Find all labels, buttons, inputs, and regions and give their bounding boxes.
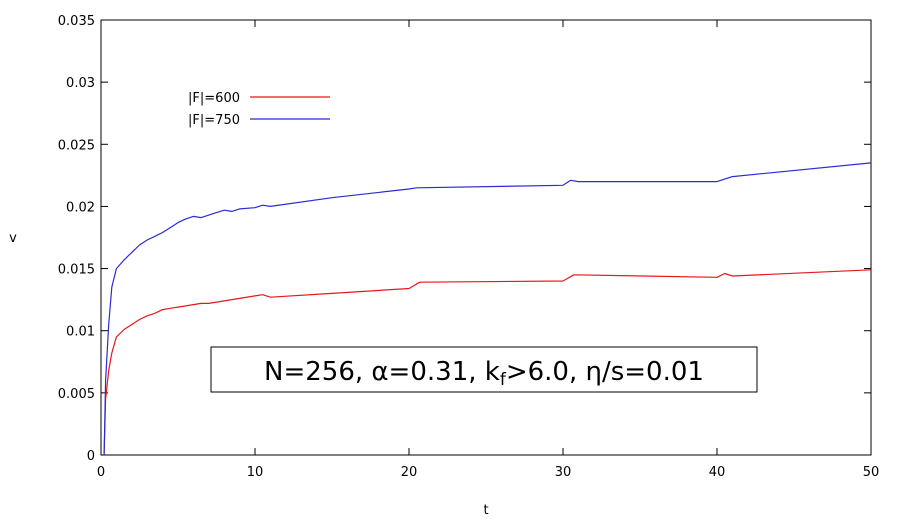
annotation-suffix: >6.0, η/s=0.01 <box>506 357 704 387</box>
series-line-750 <box>103 162 872 456</box>
x-tick-label: 10 <box>247 465 264 480</box>
x-tick-label: 50 <box>863 465 880 480</box>
y-tick-label: 0.03 <box>66 76 95 91</box>
series-lines <box>103 162 872 456</box>
axis-ticks: 0 10 20 30 40 50 0 0.005 0.01 0.015 0.02 0.025 0.03 0… <box>58 14 879 480</box>
y-tick-label: 0.02 <box>66 200 95 215</box>
x-tick-label: 40 <box>709 465 726 480</box>
series-line-600 <box>103 269 872 456</box>
plot-frame <box>100 19 872 456</box>
y-tick-label: 0.015 <box>58 263 95 278</box>
y-axis-label: v <box>9 231 17 246</box>
y-tick-label: 0.01 <box>66 325 95 340</box>
legend-label-750: |F|=750 <box>188 113 240 128</box>
y-tick-label: 0 <box>87 449 95 464</box>
x-tick-label: 20 <box>401 465 418 480</box>
parameter-annotation: N=256, α=0.31, kf>6.0, η/s=0.01 <box>210 346 758 393</box>
y-tick-label: 0.035 <box>58 14 95 29</box>
x-tick-label: 0 <box>97 465 105 480</box>
x-tick-label: 30 <box>555 465 572 480</box>
annotation-box <box>210 346 758 393</box>
annotation-subscript: f <box>500 370 507 390</box>
annotation-prefix: N=256, α=0.31, k <box>264 357 500 387</box>
legend: |F|=600 |F|=750 <box>188 91 330 128</box>
x-axis-label: t <box>483 503 488 518</box>
y-tick-label: 0.025 <box>58 138 95 153</box>
annotation-text: N=256, α=0.31, kf>6.0, η/s=0.01 <box>264 357 704 390</box>
legend-label-600: |F|=600 <box>188 91 240 106</box>
y-tick-label: 0.005 <box>58 387 95 402</box>
